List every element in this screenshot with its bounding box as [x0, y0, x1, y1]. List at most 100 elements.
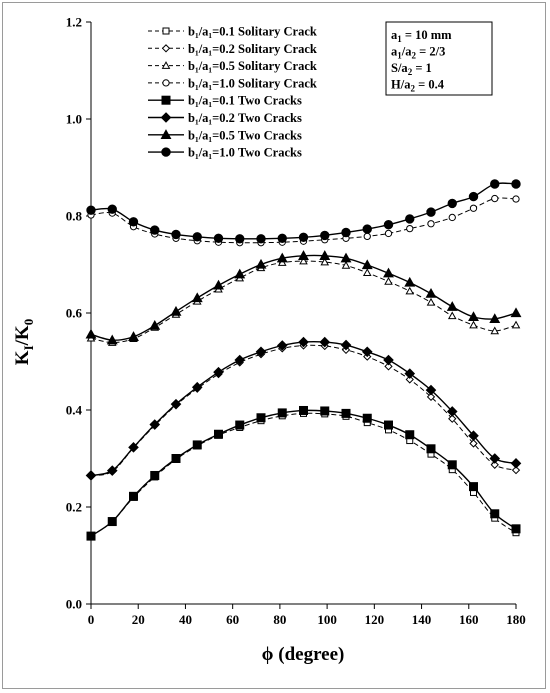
- y-tick-label: 0.6: [66, 306, 83, 321]
- data-point: [106, 334, 118, 345]
- data-point: [448, 414, 457, 423]
- param-subscript: 2: [408, 67, 413, 77]
- data-point: [256, 234, 266, 244]
- data-point: [468, 311, 479, 322]
- x-tick-label: 140: [412, 612, 432, 627]
- data-point: [425, 287, 437, 298]
- data-point: [491, 194, 499, 203]
- data-point: [426, 392, 436, 402]
- data-point: [383, 267, 394, 278]
- data-point: [490, 179, 500, 189]
- data-point: [234, 268, 246, 279]
- parameter-line-4: H/a2 = 0.4: [391, 78, 445, 94]
- y-tick-label: 0.2: [66, 500, 82, 515]
- data-point: [256, 413, 266, 423]
- legend-marker-7: [160, 129, 172, 139]
- series-7: [85, 250, 522, 345]
- data-point: [405, 430, 415, 440]
- legend: b₁/a₁=0.1 Solitary Crack b₁/a₁=0.2 Solita…: [148, 25, 317, 160]
- legend-marker-3: [161, 61, 171, 69]
- x-tick-label: 160: [459, 612, 479, 627]
- series-layer: [85, 179, 522, 541]
- data-point: [406, 224, 414, 233]
- parameter-box-border: [385, 21, 493, 96]
- x-tick-label: 120: [365, 612, 385, 627]
- axes: 0 20 40 60 80 100 120 140 160 180 0.0 0.2 0.4 0.6 0.8 1…: [66, 15, 526, 628]
- data-point: [511, 465, 521, 475]
- data-point: [490, 460, 499, 469]
- param-text: = 2/3: [416, 45, 445, 59]
- y-label-main: K: [12, 350, 33, 365]
- data-point: [447, 198, 457, 209]
- data-point: [383, 220, 394, 230]
- data-point: [490, 509, 500, 519]
- param-text: = 0.4: [415, 78, 445, 92]
- data-point: [362, 268, 372, 277]
- data-point: [405, 375, 414, 384]
- data-point: [191, 292, 203, 303]
- data-point: [86, 205, 96, 215]
- y-tick-label: 1.0: [66, 112, 82, 127]
- data-point: [255, 346, 267, 358]
- param-subscript: 1: [397, 34, 402, 44]
- legend-label-7: b₁/a₁=0.5 Two Cracks: [188, 128, 302, 142]
- data-point: [107, 517, 117, 527]
- y-tick-label: 0.4: [66, 403, 83, 418]
- legend-marker-8: [161, 147, 171, 157]
- data-point: [86, 531, 96, 541]
- param-text: = 1: [412, 61, 432, 75]
- legend-label-2: b₁/a₁=0.2 Solitary Crack: [188, 42, 317, 56]
- data-point: [298, 232, 309, 243]
- data-point: [511, 320, 521, 329]
- data-point: [214, 429, 223, 439]
- y-tick-label: 0.0: [66, 597, 82, 612]
- data-point: [319, 336, 331, 348]
- parameter-line-2: a1/a2 = 2/3: [391, 45, 445, 61]
- data-point: [276, 340, 288, 351]
- x-tick-label: 20: [132, 612, 145, 627]
- data-point: [277, 408, 287, 418]
- data-point: [298, 336, 309, 348]
- data-point: [299, 405, 308, 415]
- legend-label-3: b₁/a₁=0.5 Solitary Crack: [188, 59, 317, 73]
- param-subscript: 2: [410, 84, 415, 94]
- data-point: [213, 279, 224, 290]
- param-text: S/a: [391, 61, 408, 75]
- y-label-sub2: 0: [21, 319, 36, 326]
- data-point: [299, 256, 308, 265]
- data-point: [150, 470, 160, 480]
- legend-marker-2: [161, 44, 171, 53]
- data-point: [85, 328, 97, 339]
- data-point: [511, 179, 521, 189]
- y-tick-label: 0.8: [66, 209, 83, 224]
- x-tick-label: 0: [88, 612, 95, 627]
- data-point: [319, 250, 331, 260]
- data-point: [341, 227, 351, 238]
- data-point: [469, 439, 478, 448]
- data-point: [298, 250, 309, 260]
- data-point: [107, 204, 117, 214]
- data-point: [277, 233, 287, 244]
- y-tick-label: 1.2: [66, 15, 82, 30]
- series-8: [86, 179, 521, 244]
- data-point: [128, 442, 139, 453]
- x-tick-label: 180: [506, 612, 526, 627]
- data-point: [320, 406, 330, 416]
- data-point: [405, 214, 415, 224]
- data-point: [489, 313, 501, 323]
- data-point: [362, 413, 372, 423]
- data-point: [469, 204, 478, 212]
- data-point: [404, 368, 416, 379]
- data-point: [192, 440, 202, 450]
- data-point: [511, 524, 521, 534]
- series-3: [86, 256, 521, 346]
- legend-marker-5: [161, 95, 171, 105]
- data-point: [170, 305, 182, 316]
- data-point: [320, 230, 330, 241]
- param-subscript: 2: [411, 51, 416, 61]
- data-point: [213, 366, 224, 378]
- data-point: [128, 217, 139, 227]
- parameter-line-1: a1 = 10 mm: [391, 28, 452, 44]
